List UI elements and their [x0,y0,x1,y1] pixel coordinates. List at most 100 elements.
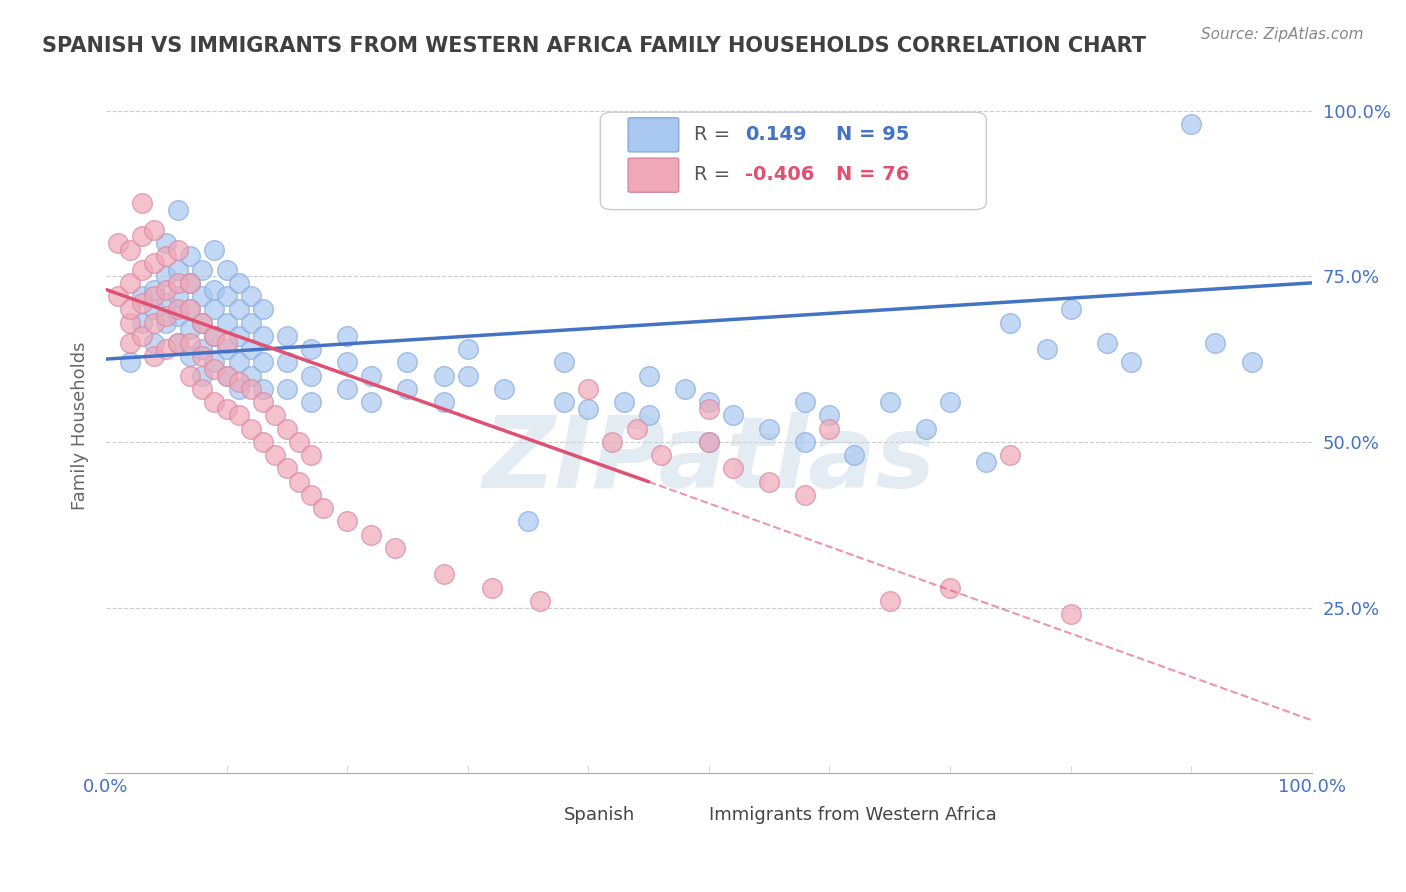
Point [288,475,311,489]
Point [143,316,166,330]
Point [794,434,817,449]
Point [191,289,214,303]
Point [143,223,166,237]
Point [360,395,382,409]
Point [650,448,672,462]
Point [336,355,359,369]
Point [239,289,262,303]
Point [276,422,298,436]
Point [974,455,997,469]
Point [155,316,177,330]
Point [299,368,322,383]
Text: N = 95: N = 95 [835,125,908,144]
Point [118,243,141,257]
Point [191,316,214,330]
Point [191,368,214,383]
Point [167,262,190,277]
Point [118,316,141,330]
Text: -0.406: -0.406 [745,165,814,185]
Text: SPANISH VS IMMIGRANTS FROM WESTERN AFRICA FAMILY HOUSEHOLDS CORRELATION CHART: SPANISH VS IMMIGRANTS FROM WESTERN AFRIC… [42,36,1146,55]
Point [131,316,153,330]
Point [143,349,166,363]
Y-axis label: Family Households: Family Households [72,341,89,509]
Point [396,355,419,369]
Point [131,229,153,244]
Text: Source: ZipAtlas.com: Source: ZipAtlas.com [1201,27,1364,42]
Point [107,289,129,303]
Point [204,329,226,343]
Point [204,329,226,343]
Point [276,355,298,369]
Point [276,382,298,396]
Point [155,283,177,297]
Point [143,335,166,350]
Point [191,316,214,330]
Text: 0.149: 0.149 [745,125,807,144]
Point [939,581,962,595]
Point [299,342,322,356]
Point [155,269,177,284]
Point [637,368,659,383]
Point [179,349,201,363]
Point [155,236,177,251]
Point [818,409,841,423]
Point [457,342,479,356]
Point [252,329,274,343]
Point [118,335,141,350]
Point [215,401,238,416]
Point [118,302,141,317]
Point [155,249,177,263]
FancyBboxPatch shape [531,801,561,825]
Point [204,362,226,376]
Point [299,488,322,502]
Point [360,527,382,541]
Point [215,289,238,303]
Point [179,368,201,383]
FancyBboxPatch shape [628,158,679,193]
Text: Spanish: Spanish [564,806,636,824]
Point [360,368,382,383]
Point [299,448,322,462]
Point [312,501,335,516]
Point [252,355,274,369]
Point [179,249,201,263]
Point [167,302,190,317]
Point [228,376,250,390]
Point [336,329,359,343]
Point [721,409,744,423]
Point [818,422,841,436]
Point [613,395,636,409]
Point [228,382,250,396]
Point [228,409,250,423]
Point [204,395,226,409]
Point [432,395,454,409]
Point [143,302,166,317]
Point [143,256,166,270]
Point [602,434,624,449]
Point [179,276,201,290]
Point [276,329,298,343]
Point [167,335,190,350]
Point [336,382,359,396]
Point [167,243,190,257]
Point [239,368,262,383]
FancyBboxPatch shape [600,112,986,210]
Point [576,382,599,396]
Point [204,243,226,257]
Point [215,262,238,277]
Point [553,355,575,369]
Point [276,461,298,475]
Point [492,382,515,396]
FancyBboxPatch shape [628,118,679,152]
Point [167,335,190,350]
Point [517,515,540,529]
Point [721,461,744,475]
Point [1035,342,1057,356]
Point [107,236,129,251]
Point [131,289,153,303]
Point [252,434,274,449]
Point [118,355,141,369]
Point [336,515,359,529]
Point [758,475,780,489]
Point [228,276,250,290]
